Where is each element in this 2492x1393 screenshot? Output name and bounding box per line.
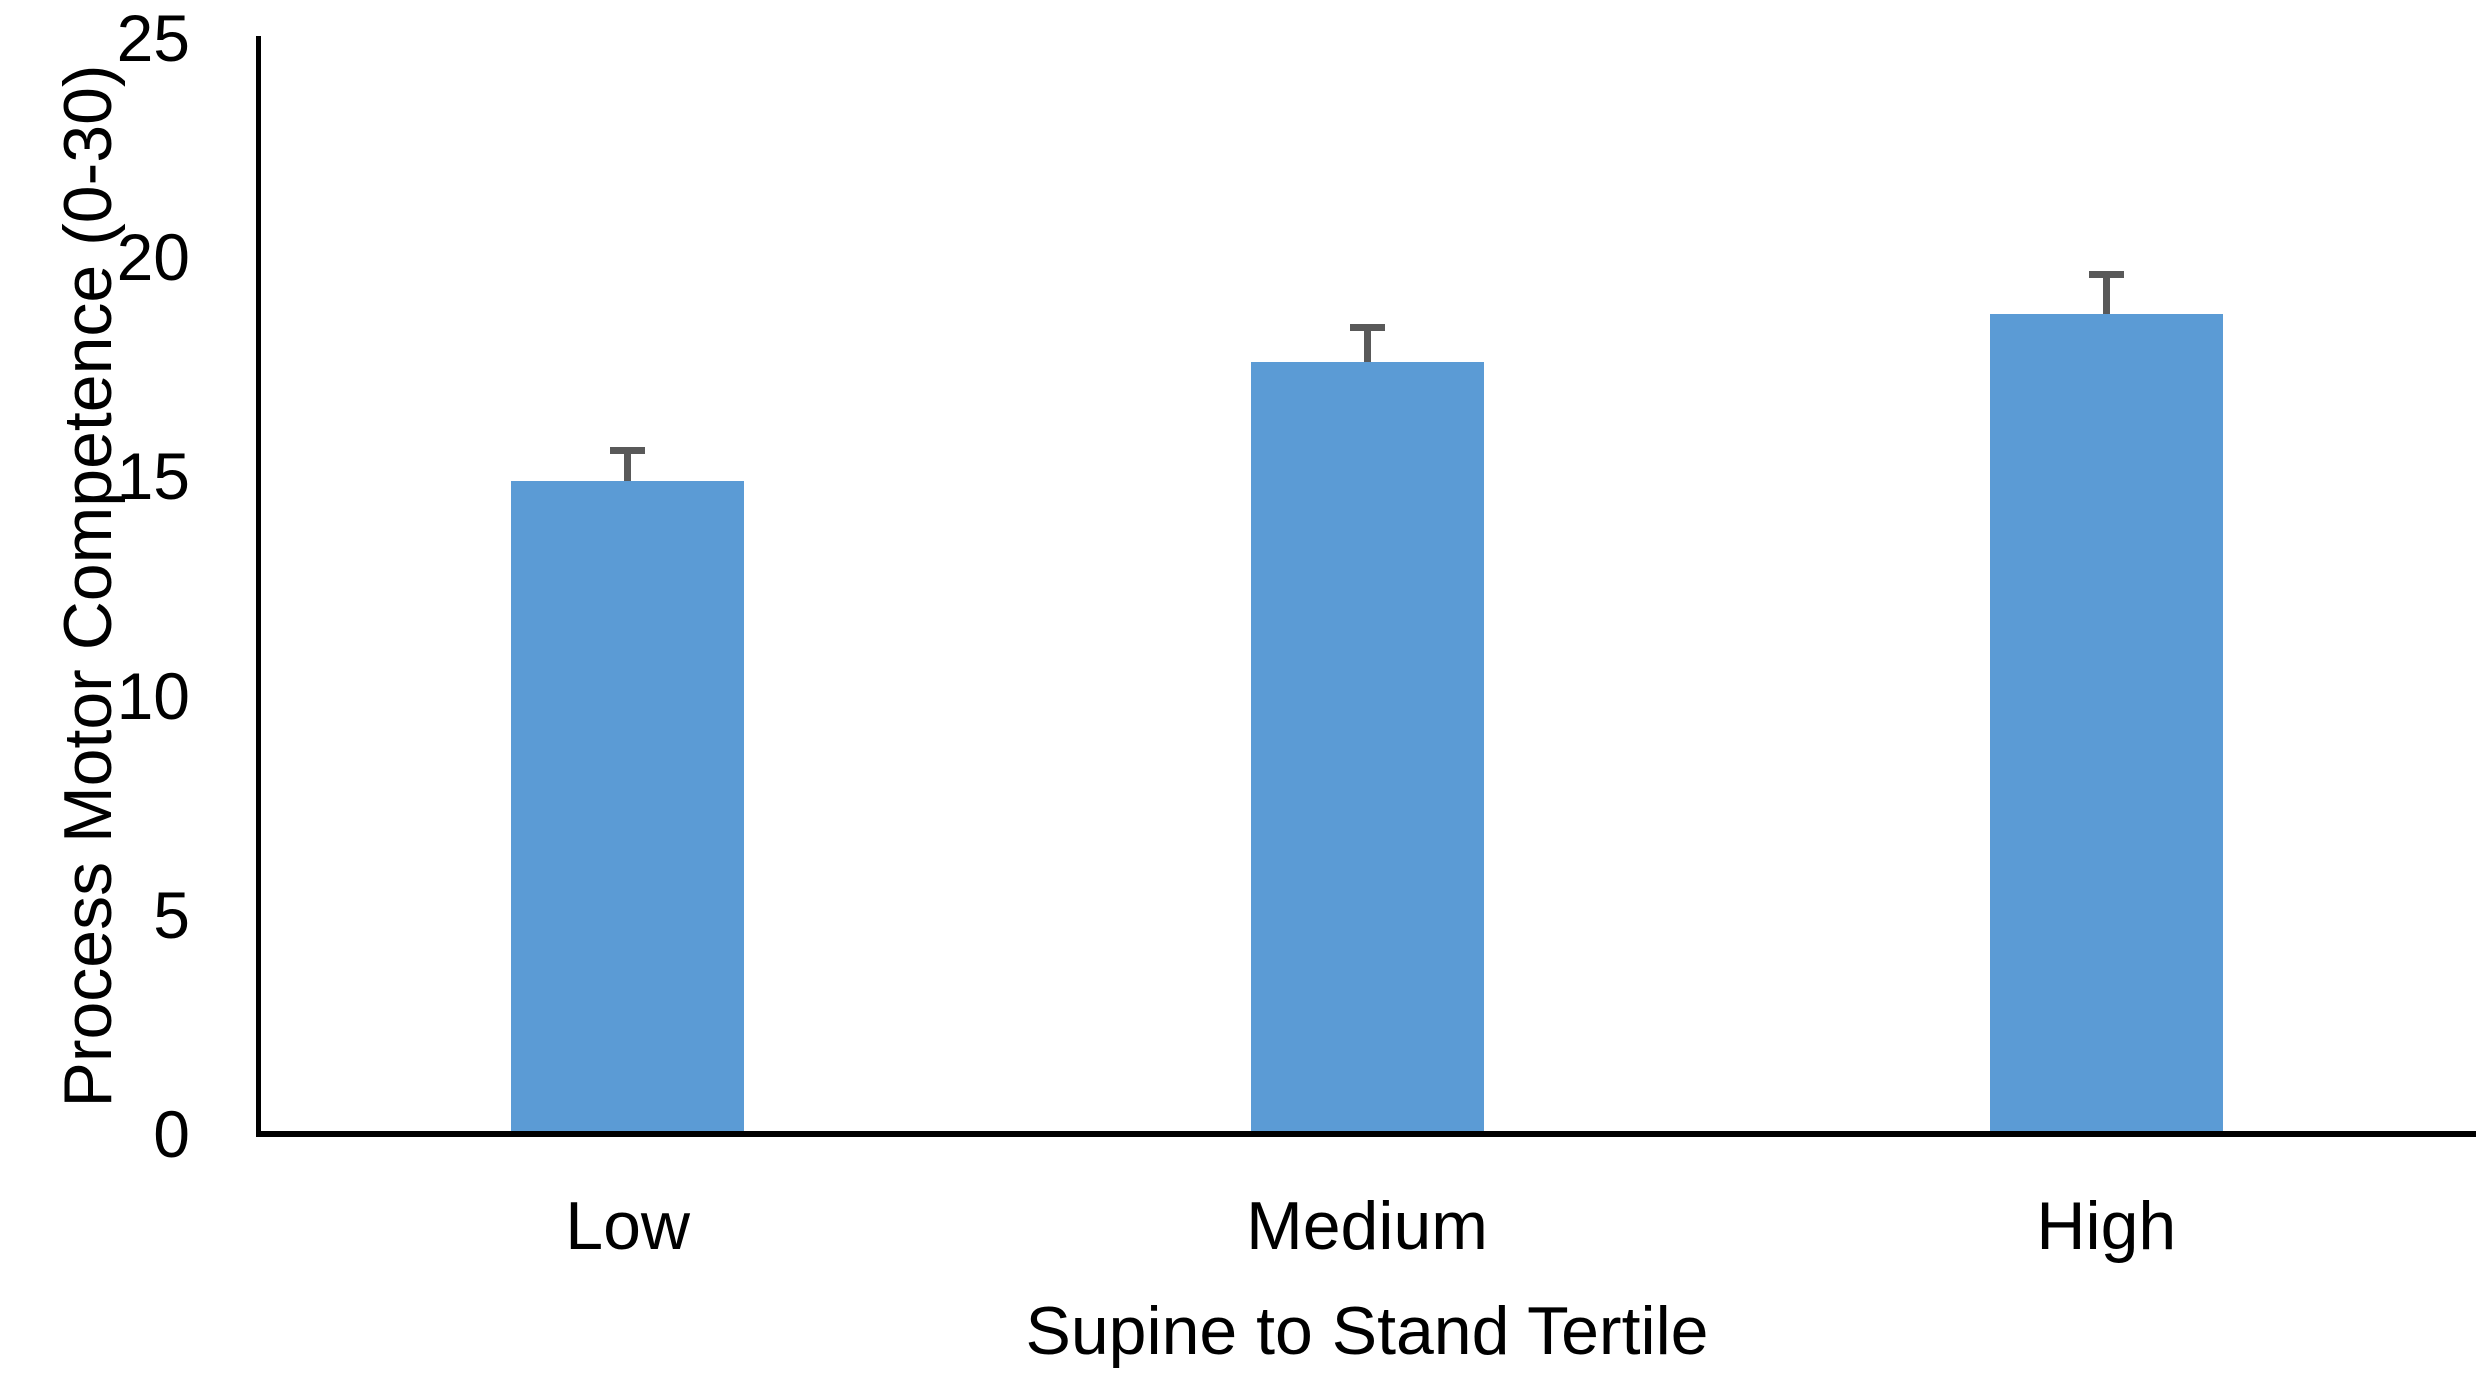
y-tick-label-25: 25 (116, 1, 190, 75)
y-tick-label-20: 20 (116, 220, 190, 295)
y-tick-label-5: 5 (153, 877, 190, 952)
x-category-label-medium: Medium (1246, 1188, 1488, 1264)
bar-low (511, 480, 745, 1131)
bar-high (1989, 314, 2223, 1131)
x-category-label-high: High (2036, 1188, 2177, 1264)
x-category-label-low: Low (565, 1188, 691, 1264)
x-axis-title: Supine to Stand Tertile (1025, 1293, 1709, 1369)
bar-medium (1250, 362, 1484, 1131)
error-bar-stem-low (624, 450, 632, 481)
y-axis-line (256, 36, 261, 1134)
y-tick-label-10: 10 (116, 658, 190, 733)
y-tick-label-0: 0 (153, 1097, 190, 1171)
x-axis-line (256, 1131, 2476, 1137)
error-bar-stem-high (2102, 274, 2110, 315)
error-bar-cap-low (610, 446, 646, 454)
error-bar-cap-high (2088, 271, 2124, 279)
y-tick-label-15: 15 (116, 439, 190, 514)
error-bar-cap-medium (1349, 323, 1385, 331)
error-bar-stem-medium (1363, 327, 1371, 363)
